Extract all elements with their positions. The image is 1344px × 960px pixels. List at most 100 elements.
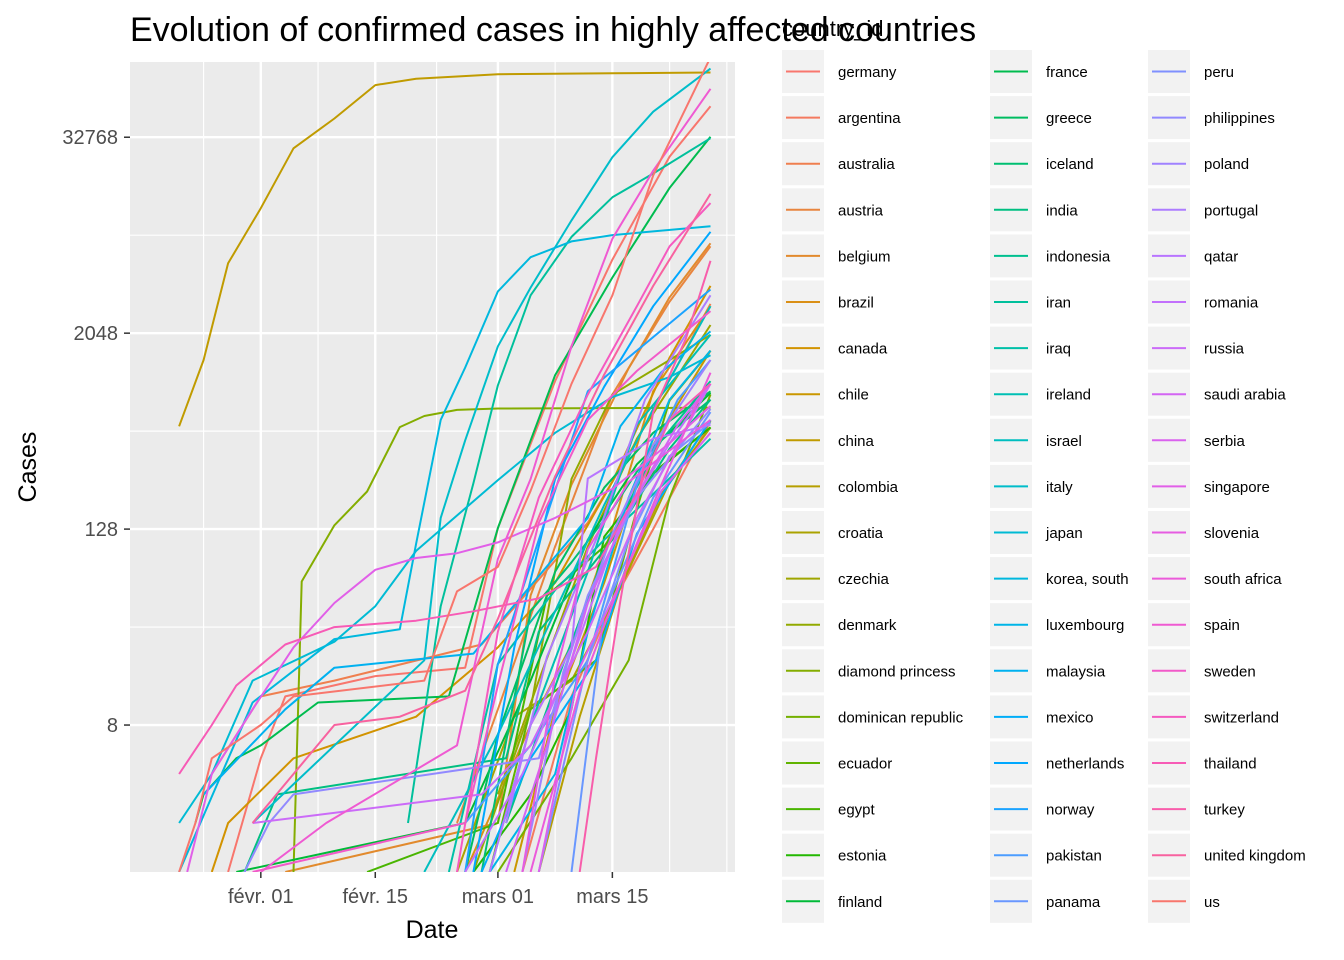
legend-label: ireland xyxy=(1046,387,1091,404)
legend-label: italy xyxy=(1046,479,1073,496)
legend-item: singapore xyxy=(1148,464,1270,508)
legend-label: singapore xyxy=(1204,479,1270,496)
legend-item: mexico xyxy=(990,695,1094,739)
series-line-japan xyxy=(178,354,711,824)
legend-item: finland xyxy=(782,879,882,923)
legend-item: iraq xyxy=(990,326,1071,370)
legend-label: portugal xyxy=(1204,202,1258,219)
legend-item: argentina xyxy=(782,96,901,140)
legend-label: egypt xyxy=(838,802,876,819)
legend-item: malaysia xyxy=(990,649,1106,693)
x-tick-label: févr. 15 xyxy=(342,886,408,908)
series-line-singapore xyxy=(186,405,712,872)
legend-item: ireland xyxy=(990,372,1091,416)
legend-item: france xyxy=(990,50,1088,93)
legend-item: serbia xyxy=(1148,418,1246,462)
legend-item: netherlands xyxy=(990,741,1124,785)
series-line-turkey xyxy=(578,260,712,872)
x-tick-label: mars 01 xyxy=(462,886,534,908)
legend-label: us xyxy=(1204,894,1220,911)
legend-title: country_id xyxy=(782,16,884,41)
legend-item: poland xyxy=(1148,142,1249,186)
legend-item: ecuador xyxy=(782,741,892,785)
legend-label: finland xyxy=(838,894,882,911)
legend-label: diamond princess xyxy=(838,663,956,680)
legend-item: belgium xyxy=(782,234,891,278)
legend-item: israel xyxy=(990,418,1082,462)
legend-label: brazil xyxy=(838,295,874,312)
legend-label: austria xyxy=(838,202,884,219)
legend-label: malaysia xyxy=(1046,663,1106,680)
y-tick-label: 32768 xyxy=(62,127,118,149)
series-line-peru xyxy=(537,421,712,872)
legend-item: qatar xyxy=(1148,234,1238,278)
series-lines xyxy=(178,62,712,872)
legend-label: chile xyxy=(838,387,869,404)
legend-item: iceland xyxy=(990,142,1094,186)
series-line-united-kingdom xyxy=(251,193,712,824)
legend-label: colombia xyxy=(838,479,899,496)
legend-item: panama xyxy=(990,879,1101,923)
legend-item: thailand xyxy=(1148,741,1257,785)
legend-item: australia xyxy=(782,142,895,186)
legend-item: south africa xyxy=(1148,557,1282,601)
legend-label: china xyxy=(838,433,875,450)
series-line-us xyxy=(178,62,710,872)
legend-label: romania xyxy=(1204,295,1259,312)
legend-label: iran xyxy=(1046,295,1071,312)
series-line-canada xyxy=(210,285,712,872)
legend-label: south africa xyxy=(1204,571,1282,588)
legend-label: spain xyxy=(1204,617,1240,634)
legend-label: luxembourg xyxy=(1046,617,1124,634)
legend-item: philippines xyxy=(1148,96,1275,140)
legend-item: brazil xyxy=(782,280,874,324)
legend: germany argentina australia austria belgium b… xyxy=(782,50,1306,923)
legend-item: denmark xyxy=(782,603,897,647)
legend-label: japan xyxy=(1045,525,1083,542)
series-line-korea-south xyxy=(178,225,711,872)
legend-label: philippines xyxy=(1204,110,1275,127)
legend-label: mexico xyxy=(1046,709,1094,726)
legend-item: pakistan xyxy=(990,833,1102,877)
legend-label: canada xyxy=(838,341,888,358)
series-line-greece xyxy=(464,390,712,872)
legend-item: diamond princess xyxy=(782,649,956,693)
legend-label: netherlands xyxy=(1046,756,1124,773)
series-line-spain xyxy=(260,88,712,872)
x-tick-label: févr. 01 xyxy=(228,886,294,908)
series-line-slovenia xyxy=(521,419,712,872)
legend-label: poland xyxy=(1204,156,1249,173)
series-line-romania xyxy=(464,383,712,872)
legend-label: argentina xyxy=(838,110,901,127)
legend-item: united kingdom xyxy=(1148,833,1306,877)
legend-label: thailand xyxy=(1204,756,1257,773)
legend-label: turkey xyxy=(1204,802,1245,819)
series-line-italy xyxy=(251,67,712,824)
series-line-portugal xyxy=(505,294,712,824)
legend-label: germany xyxy=(838,64,897,81)
series-line-czechia xyxy=(496,324,712,795)
legend-item: portugal xyxy=(1148,188,1258,232)
legend-item: dominican republic xyxy=(782,695,964,739)
series-line-austria xyxy=(456,245,712,824)
y-axis-title: Cases xyxy=(14,432,42,503)
legend-label: ecuador xyxy=(838,756,892,773)
series-line-netherlands xyxy=(472,231,712,872)
legend-item: turkey xyxy=(1148,787,1245,831)
legend-item: czechia xyxy=(782,557,890,601)
legend-label: iceland xyxy=(1046,156,1094,173)
legend-item: indonesia xyxy=(990,234,1111,278)
series-line-russia xyxy=(252,383,712,824)
series-line-norway xyxy=(464,288,712,872)
legend-item: russia xyxy=(1148,326,1245,370)
legend-item: korea, south xyxy=(990,557,1129,601)
legend-label: norway xyxy=(1046,802,1095,819)
legend-label: australia xyxy=(838,156,895,173)
legend-label: slovenia xyxy=(1204,525,1260,542)
series-line-mexico xyxy=(480,419,712,872)
legend-item: austria xyxy=(782,188,884,232)
legend-item: romania xyxy=(1148,280,1259,324)
legend-item: luxembourg xyxy=(990,603,1124,647)
legend-label: croatia xyxy=(838,525,884,542)
